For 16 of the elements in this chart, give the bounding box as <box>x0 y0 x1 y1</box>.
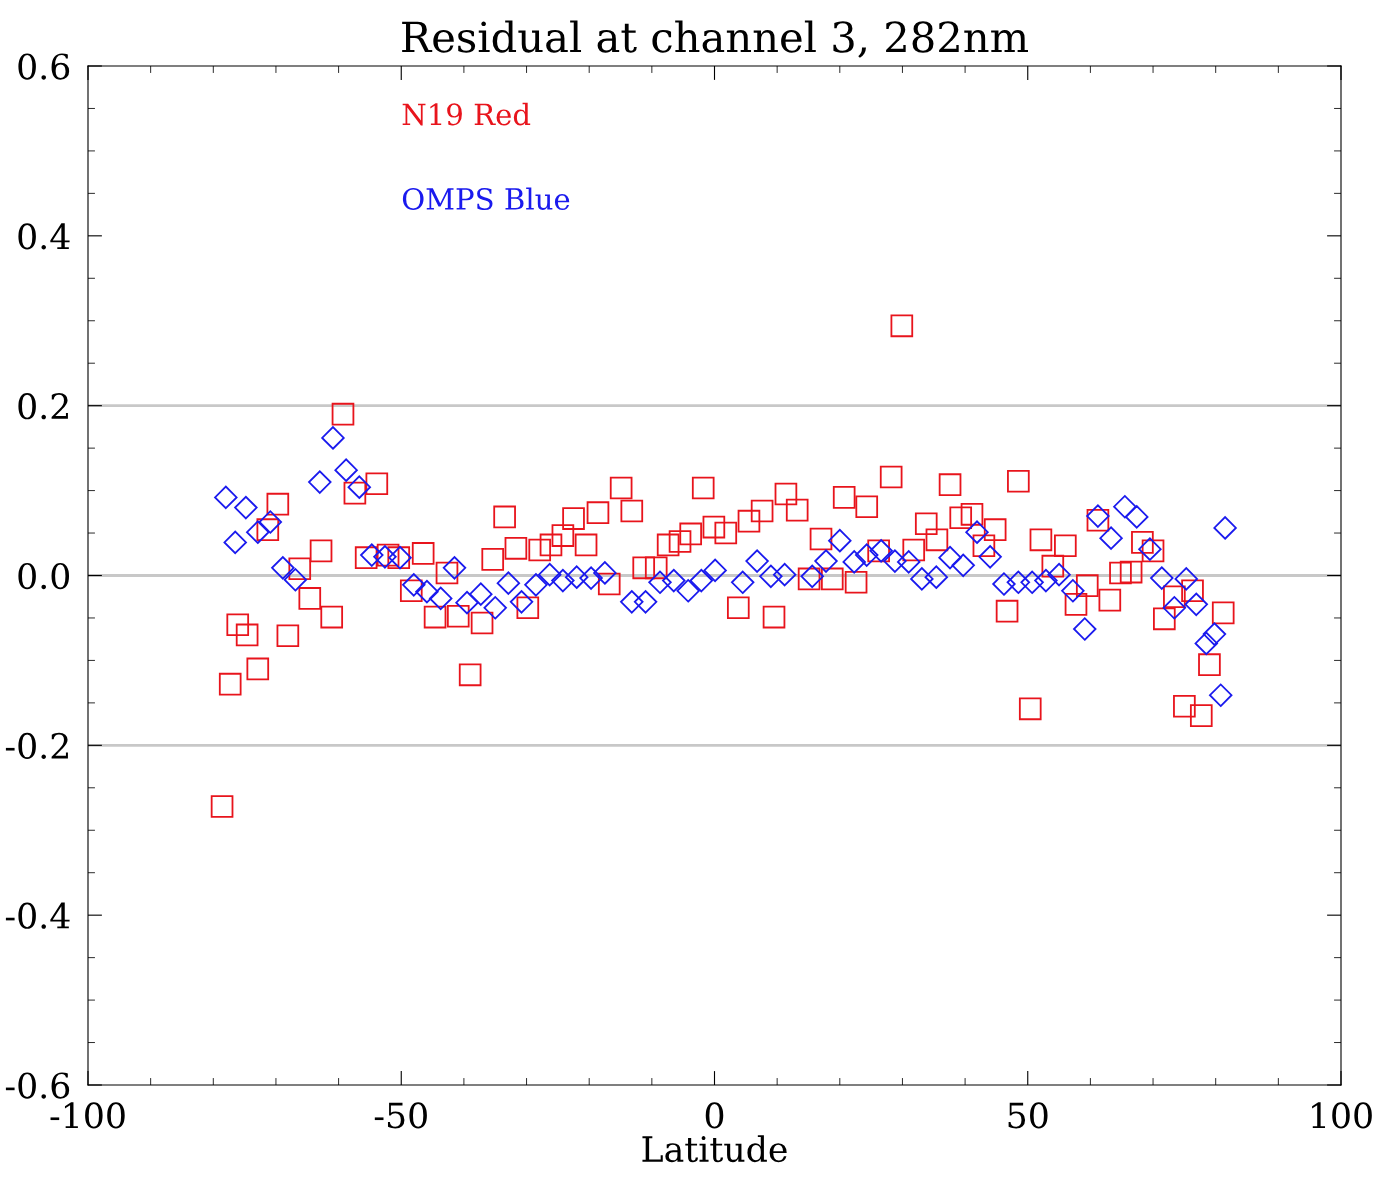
y-tick-label: 0.2 <box>18 393 68 420</box>
text: N19 Red <box>402 102 531 126</box>
y-tick-label: 0.0 <box>18 562 70 590</box>
y-tick-label: 0.4 <box>18 223 70 250</box>
x-tick-label: -100 <box>50 1102 125 1129</box>
x-tick-label: -50 <box>374 1102 427 1129</box>
y-tick-label: -0.4 <box>5 902 70 929</box>
chart-title: Residual at channel 3, 282nm <box>402 20 1028 58</box>
y-tick-label: -0.6 <box>5 1072 70 1099</box>
x-tick-label: 100 <box>1312 1102 1372 1129</box>
x-tick-label: 50 <box>1008 1102 1048 1129</box>
y-tick-label: -0.2 <box>5 732 68 760</box>
x-axis-title: Latitude <box>642 1135 787 1163</box>
x-tick-label: 0 <box>705 1102 724 1129</box>
y-tick-label: 0.6 <box>18 53 70 80</box>
text: OMPS Blue <box>402 187 570 210</box>
